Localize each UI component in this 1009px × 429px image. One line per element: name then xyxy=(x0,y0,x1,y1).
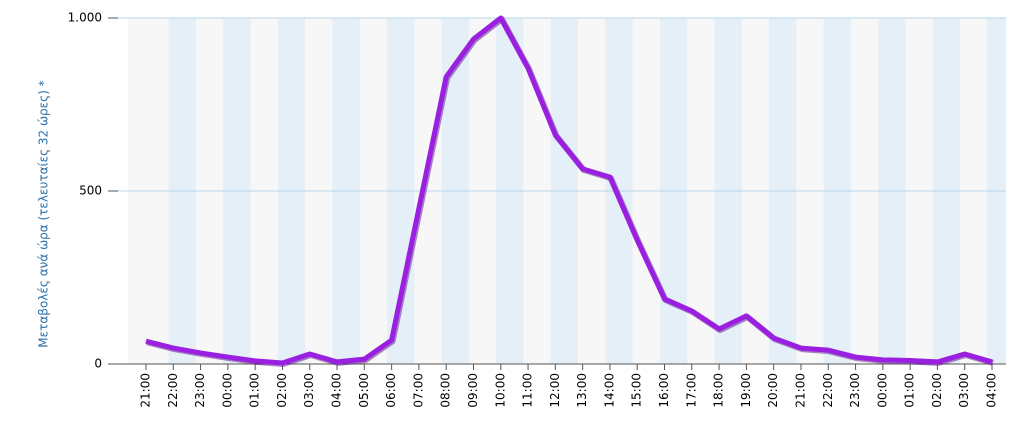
x-tick-label: 14:00 xyxy=(602,373,616,408)
y-tick-label: 0 xyxy=(94,357,102,371)
x-tick-label: 12:00 xyxy=(548,373,562,408)
x-tick-label: 23:00 xyxy=(193,373,207,408)
y-tick-label: 1.000 xyxy=(68,11,102,25)
x-tick-label: 03:00 xyxy=(302,373,316,408)
x-tick-label: 21:00 xyxy=(139,373,153,408)
x-tick-label: 13:00 xyxy=(575,373,589,408)
x-tick-label: 18:00 xyxy=(712,373,726,408)
x-tick-label: 19:00 xyxy=(739,373,753,408)
x-tick-label: 11:00 xyxy=(521,373,535,408)
x-tick-label: 22:00 xyxy=(166,373,180,408)
x-tick-label: 16:00 xyxy=(657,373,671,408)
x-tick-label: 08:00 xyxy=(439,373,453,408)
x-tick-label: 20:00 xyxy=(766,373,780,408)
x-tick-label: 15:00 xyxy=(630,373,644,408)
x-tick-label: 22:00 xyxy=(821,373,835,408)
x-tick-label: 09:00 xyxy=(466,373,480,408)
x-tick-label: 01:00 xyxy=(248,373,262,408)
x-tick-label: 00:00 xyxy=(875,373,889,408)
x-tick-label: 04:00 xyxy=(330,373,344,408)
x-tick-label: 17:00 xyxy=(684,373,698,408)
x-tick-label: 07:00 xyxy=(411,373,425,408)
x-tick-label: 01:00 xyxy=(903,373,917,408)
line xyxy=(145,15,993,366)
x-tick-label: 05:00 xyxy=(357,373,371,408)
x-tick-label: 04:00 xyxy=(985,373,999,408)
x-tick-label: 23:00 xyxy=(848,373,862,408)
x-tick-label: 10:00 xyxy=(493,373,507,408)
x-tick-label: 00:00 xyxy=(220,373,234,408)
y-axis-label: Μεταβολές ανά ώρα (τελευταίες 32 ώρες) * xyxy=(37,80,51,347)
x-tick-label: 02:00 xyxy=(930,373,944,408)
y-tick-label: 500 xyxy=(79,184,102,198)
x-tick-label: 21:00 xyxy=(793,373,807,408)
x-tick-label: 02:00 xyxy=(275,373,289,408)
x-tick-label: 03:00 xyxy=(957,373,971,408)
x-tick-label: 06:00 xyxy=(384,373,398,408)
